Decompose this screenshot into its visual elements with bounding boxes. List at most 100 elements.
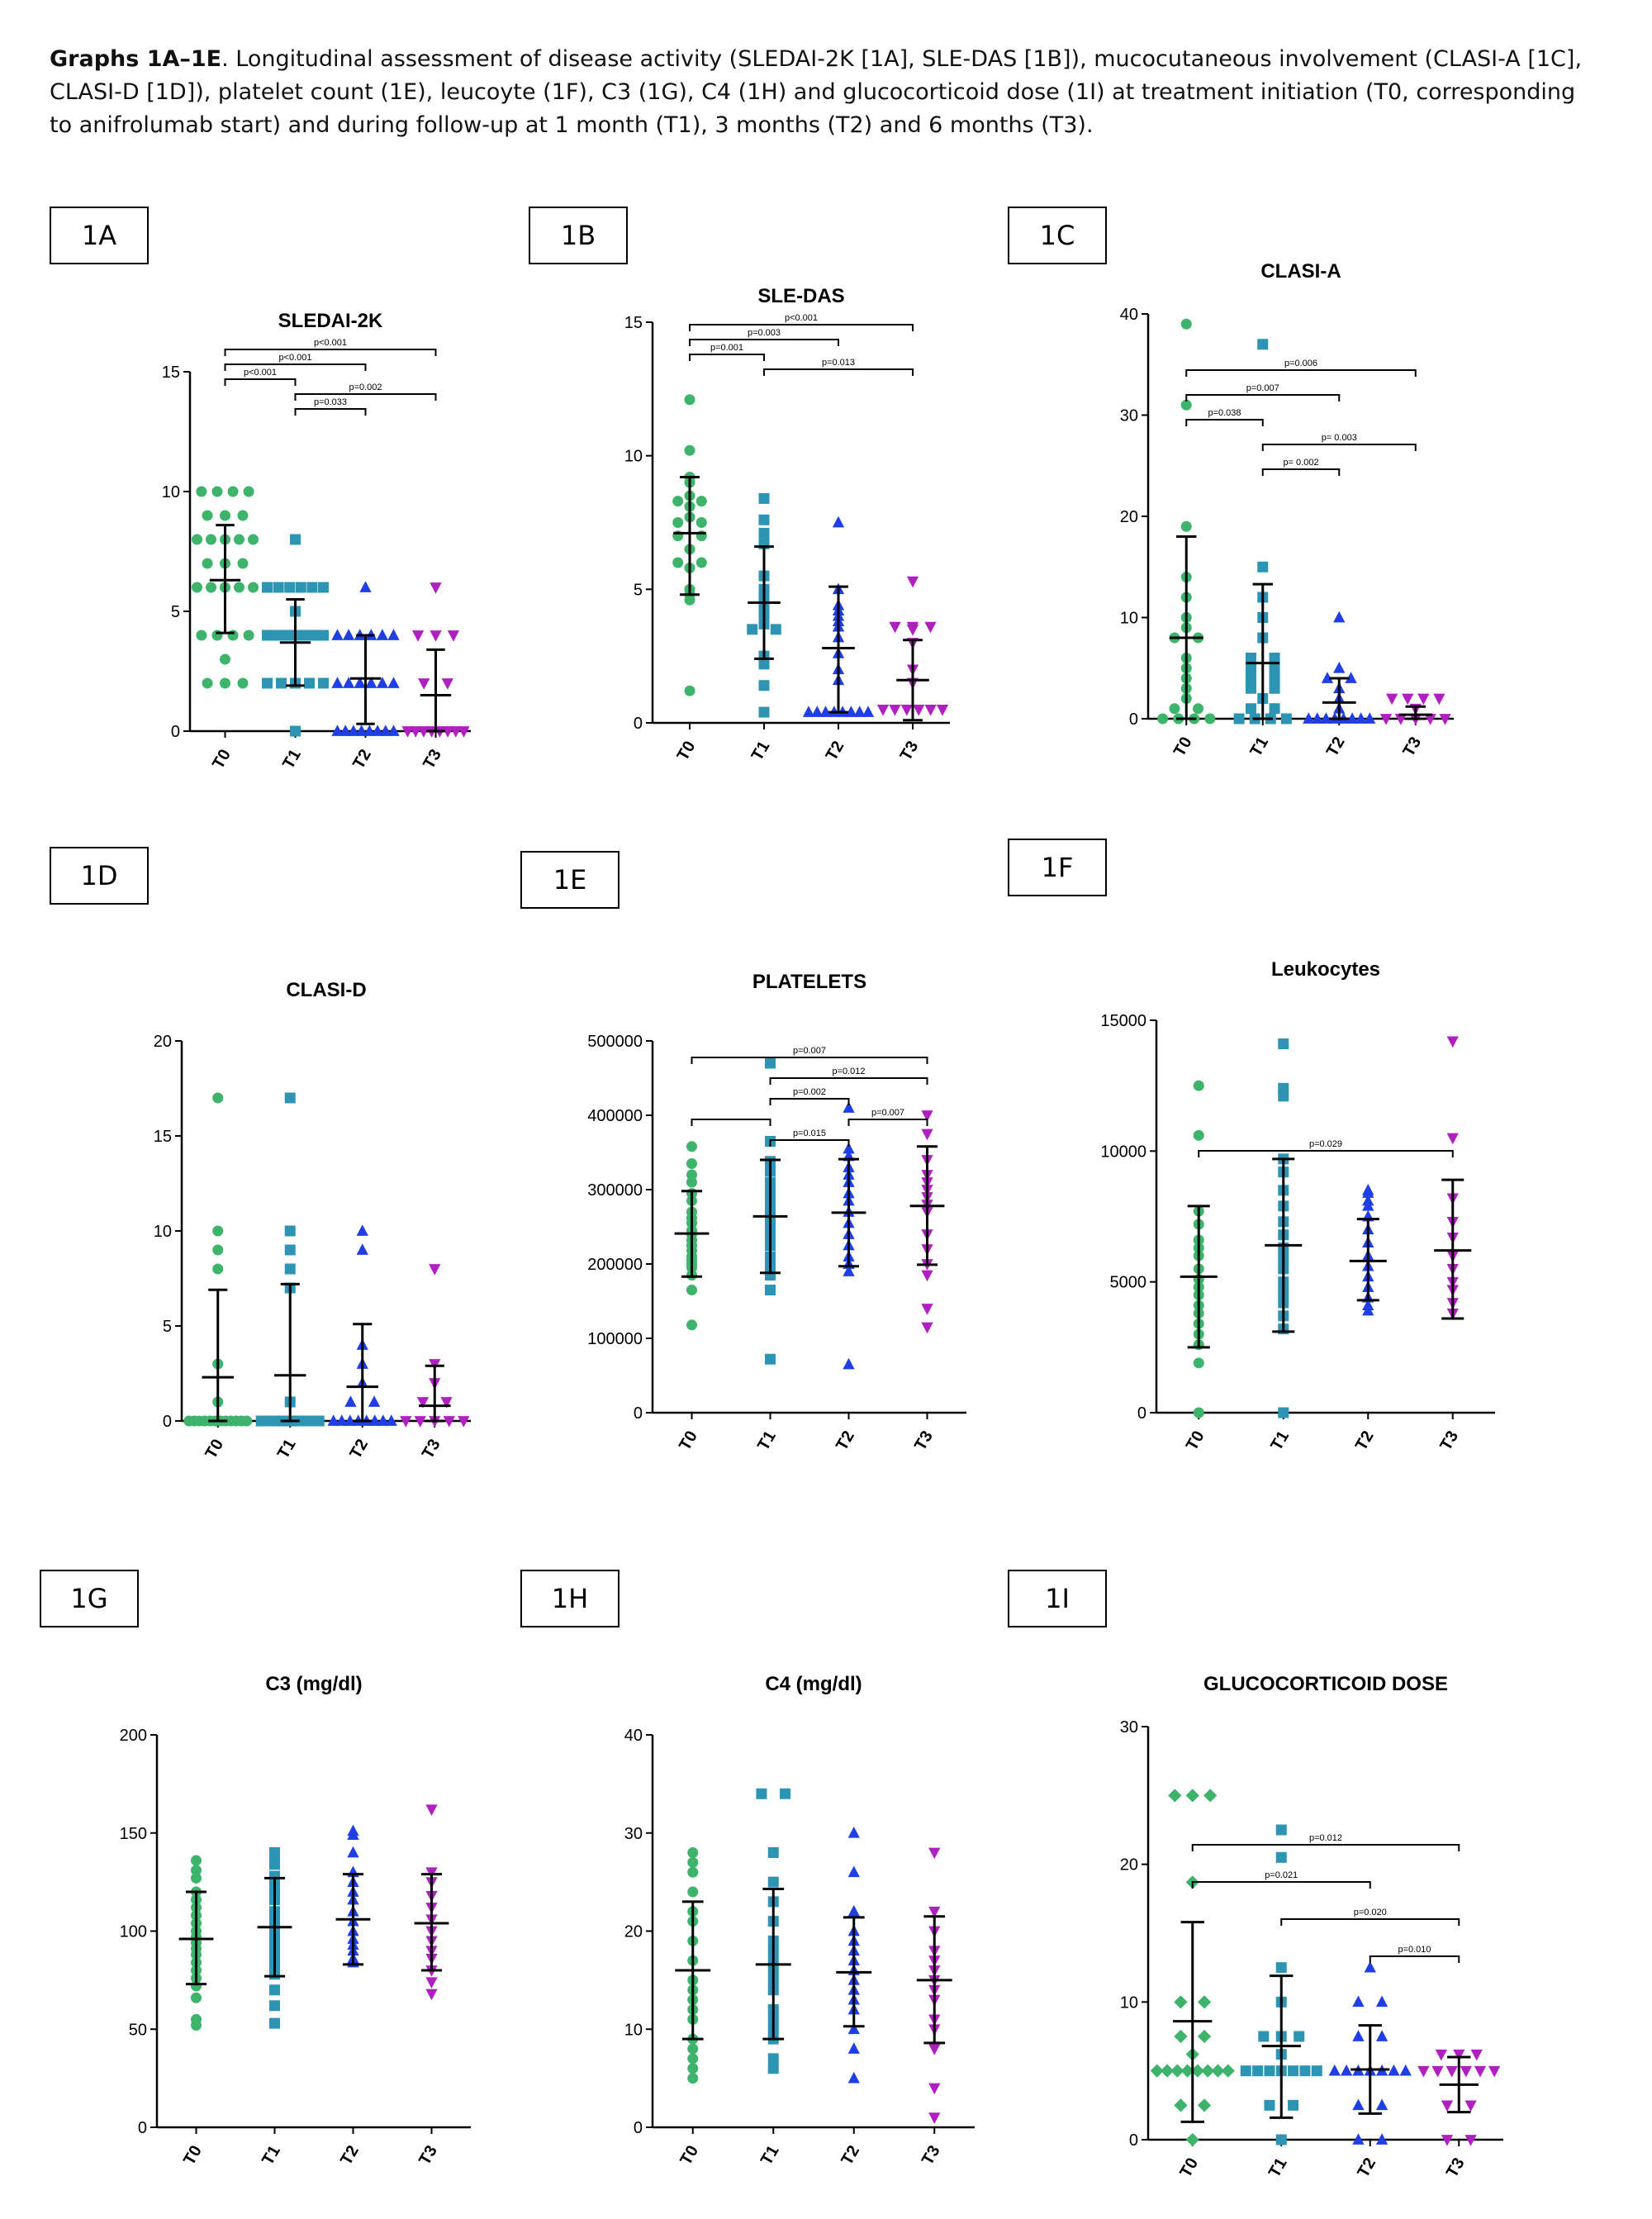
data-point (847, 1904, 860, 1917)
p-value-label: p<0.001 (314, 338, 347, 348)
data-point (1299, 2065, 1311, 2077)
data-point (832, 516, 845, 528)
data-point (248, 582, 259, 593)
data-point (1464, 2100, 1477, 2112)
data-point (363, 725, 376, 736)
y-tick-label: 5000 (1110, 1274, 1147, 1292)
data-point (1245, 653, 1256, 663)
data-point (1311, 712, 1323, 724)
data-point (1269, 682, 1280, 694)
data-point (853, 706, 866, 717)
data-point (1288, 2099, 1299, 2111)
data-point (1333, 611, 1346, 623)
y-tick-label: 30 (1120, 1718, 1138, 1737)
data-point (220, 677, 230, 689)
data-point (1340, 2064, 1353, 2076)
p-value-label: p=0.021 (1265, 1870, 1298, 1880)
p-value-label: p<0.001 (278, 353, 311, 363)
data-point (695, 496, 707, 507)
data-point (458, 1416, 470, 1428)
data-point (843, 1142, 855, 1154)
significance-bracket (769, 1139, 850, 1147)
panel-label-1E: 1E (520, 851, 620, 909)
data-point (1174, 2029, 1188, 2044)
data-point (284, 582, 296, 593)
p-value-label: p= 0.002 (1283, 458, 1318, 468)
x-tick-label: T1 (1267, 1428, 1293, 1453)
data-point (1185, 2132, 1199, 2147)
panel-label-1F: 1F (1008, 839, 1107, 896)
x-tick-label: T1 (748, 738, 774, 763)
data-point (344, 1414, 356, 1426)
data-point (1257, 561, 1269, 573)
p-value-label: p=0.029 (1309, 1139, 1342, 1149)
data-point (767, 2053, 779, 2065)
significance-bracket (1280, 1918, 1460, 1926)
y-tick-label: 10 (1120, 610, 1138, 628)
data-point (313, 1415, 325, 1427)
y-tick-label: 20 (624, 1923, 643, 1941)
data-point (1252, 2065, 1264, 2077)
data-point (318, 582, 329, 593)
data-point (1470, 2049, 1483, 2061)
chart-1G: C3 (mg/dl) 0 50 100 150 200 T0 T1 T2 T3 (120, 1673, 471, 2169)
data-point (1257, 339, 1269, 350)
data-point (243, 486, 254, 497)
x-tick-label: T1 (259, 2142, 284, 2168)
data-point (913, 704, 925, 716)
panel-label-1A: 1A (50, 207, 149, 264)
chart-title: C3 (mg/dl) (265, 1673, 362, 1695)
data-point (1157, 713, 1169, 725)
data-point (1169, 703, 1180, 715)
data-point (847, 2071, 860, 2084)
data-point (1160, 2064, 1175, 2078)
data-point (847, 2022, 860, 2035)
data-point (1245, 682, 1256, 694)
data-point (1275, 1824, 1287, 1836)
data-point (1193, 1407, 1204, 1418)
y-tick-label: 0 (634, 2119, 643, 2137)
data-point (196, 630, 207, 641)
y-tick-label: 0 (138, 2119, 147, 2137)
p-value-label: p=0.001 (710, 343, 743, 353)
data-point (1190, 2064, 1205, 2078)
data-point (365, 677, 377, 688)
data-point (227, 486, 239, 497)
data-point (921, 1129, 933, 1141)
data-point (684, 685, 695, 696)
chart-1F: Leukocytes 0 5000 10000 15000 T0 T1 T2 T3 p=0.029 (1100, 958, 1495, 1454)
data-point (843, 1101, 855, 1113)
data-point (387, 725, 400, 736)
data-point (1168, 1789, 1182, 1803)
data-point (845, 706, 857, 717)
data-point (1321, 672, 1334, 683)
data-point (906, 624, 919, 636)
data-point (211, 630, 223, 641)
data-point (237, 510, 249, 521)
x-tick-label: T2 (1354, 2155, 1379, 2180)
data-point (1204, 713, 1216, 725)
p-value-label: p=0.007 (1246, 383, 1279, 393)
data-point (1193, 1357, 1204, 1369)
data-point (819, 706, 832, 717)
data-point (290, 725, 301, 737)
y-tick-label: 20 (1120, 1856, 1138, 1875)
data-point (924, 621, 937, 634)
data-point (758, 492, 770, 504)
data-point (1352, 1995, 1365, 2008)
data-point (443, 1416, 455, 1428)
data-point (1464, 2135, 1477, 2146)
data-point (900, 704, 913, 716)
data-point (686, 1319, 697, 1331)
data-point (686, 1141, 697, 1152)
data-point (862, 706, 875, 717)
data-point (758, 658, 770, 670)
significance-bracket (689, 339, 839, 346)
panel-label-1C: 1C (1008, 207, 1107, 264)
data-point (765, 1057, 776, 1069)
data-point (1435, 2049, 1447, 2061)
significance-bracket (769, 1077, 928, 1085)
data-point (191, 1992, 202, 2003)
data-point (376, 677, 389, 688)
data-point (318, 630, 329, 641)
